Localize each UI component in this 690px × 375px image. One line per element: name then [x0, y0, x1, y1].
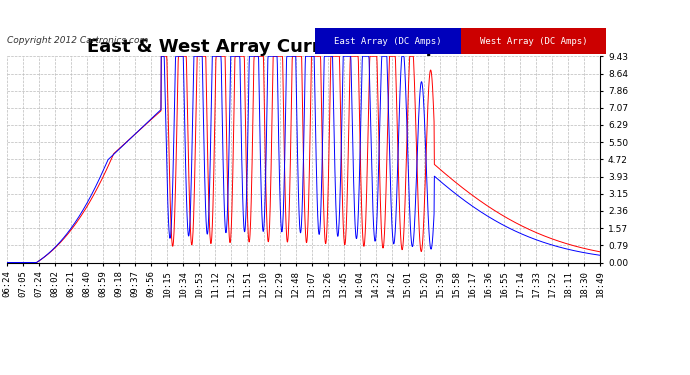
Text: East Array (DC Amps): East Array (DC Amps): [335, 37, 442, 46]
Title: East & West Array Current Sat Sep 8 19:01: East & West Array Current Sat Sep 8 19:0…: [87, 38, 520, 56]
Text: Copyright 2012 Cartronics.com: Copyright 2012 Cartronics.com: [7, 36, 148, 45]
Text: West Array (DC Amps): West Array (DC Amps): [480, 37, 587, 46]
